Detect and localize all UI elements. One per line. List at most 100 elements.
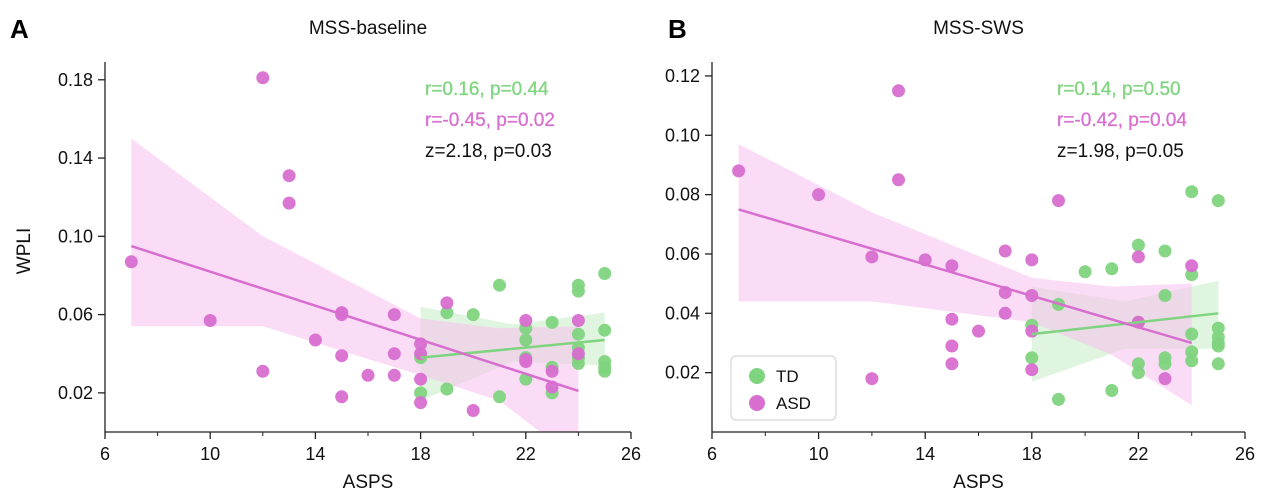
data-point-asd — [387, 347, 401, 361]
regression-line-asd — [738, 208, 1193, 345]
data-point-td — [493, 278, 506, 292]
data-point-td — [598, 323, 612, 337]
legend-label: ASD — [776, 394, 811, 413]
data-point-td — [571, 284, 585, 298]
data-point-asd — [945, 339, 959, 353]
data-point-asd — [945, 259, 959, 273]
data-point-asd — [256, 71, 270, 85]
x-axis-label: ASPS — [343, 472, 394, 488]
x-tick-label: 14 — [305, 444, 325, 464]
y-tick-label: 0.12 — [665, 66, 700, 86]
data-point-td — [1185, 268, 1199, 282]
data-point-td — [1211, 194, 1225, 208]
panel-letter: B — [668, 14, 687, 44]
data-point-asd — [203, 314, 217, 327]
data-point-asd — [998, 306, 1012, 320]
legend-label: TD — [776, 367, 799, 386]
data-point-td — [1158, 244, 1172, 258]
data-point-td — [1211, 357, 1225, 371]
data-point-td — [1211, 339, 1225, 353]
data-point-td — [1078, 265, 1092, 279]
y-tick-label: 0.04 — [665, 303, 700, 323]
y-tick-label: 0.08 — [665, 185, 700, 205]
x-tick-label: 14 — [915, 444, 935, 464]
data-point-asd — [1052, 194, 1065, 208]
x-tick-label: 26 — [1235, 444, 1255, 464]
data-point-td — [1105, 384, 1119, 397]
data-point-asd — [545, 364, 559, 378]
data-point-asd — [571, 314, 585, 327]
y-tick-label: 0.02 — [665, 363, 700, 383]
data-point-asd — [256, 364, 270, 378]
chart-title: MSS-baseline — [309, 18, 427, 39]
data-point-asd — [972, 324, 985, 338]
data-point-td — [440, 306, 454, 320]
data-point-asd — [1025, 253, 1039, 267]
y-axis-label: WPLI — [14, 228, 35, 274]
y-tick-label: 0.06 — [58, 305, 93, 325]
panel-letter: A — [10, 14, 29, 44]
stat-annotation: z=2.18, p=0.03 — [425, 141, 552, 162]
data-point-asd — [865, 372, 879, 386]
data-point-asd — [387, 368, 401, 382]
data-point-td — [1105, 262, 1119, 276]
data-point-asd — [1025, 363, 1039, 377]
x-tick-label: 6 — [100, 444, 110, 464]
data-point-td — [1185, 185, 1199, 199]
data-point-td — [571, 357, 585, 370]
stat-annotation: z=1.98, p=0.05 — [1057, 141, 1184, 162]
x-tick-label: 18 — [1022, 444, 1042, 464]
data-point-asd — [732, 164, 746, 178]
x-tick-label: 22 — [1128, 444, 1148, 464]
y-tick-label: 0.14 — [58, 148, 93, 168]
stat-annotation: r=0.16, p=0.44 — [425, 79, 549, 100]
regression-line-asd — [130, 244, 579, 393]
x-tick-label: 10 — [200, 444, 220, 464]
y-tick-label: 0.10 — [665, 125, 700, 145]
data-point-asd — [1185, 259, 1199, 273]
data-point-asd — [519, 314, 533, 327]
ci-bands — [738, 144, 1219, 406]
x-tick-label: 18 — [411, 444, 431, 464]
confidence-band-asd — [738, 144, 1192, 406]
x-tick-label: 26 — [621, 444, 641, 464]
data-point-td — [545, 315, 559, 329]
chart-title: MSS-SWS — [933, 18, 1024, 39]
data-point-td — [1185, 345, 1199, 359]
x-tick-label: 10 — [809, 444, 829, 464]
data-point-td — [1158, 357, 1172, 371]
data-point-asd — [308, 333, 322, 347]
data-point-asd — [387, 308, 401, 322]
data-point-asd — [440, 296, 454, 310]
y-tick-label: 0.06 — [665, 244, 700, 264]
stat-annotation: r=-0.42, p=0.04 — [1057, 110, 1187, 131]
data-point-asd — [865, 250, 879, 264]
data-point-asd — [124, 255, 138, 269]
data-point-asd — [1158, 372, 1172, 386]
y-tick-label: 0.10 — [58, 226, 93, 246]
data-point-asd — [1131, 250, 1145, 264]
data-point-asd — [282, 196, 296, 210]
x-tick-label: 22 — [516, 444, 536, 464]
data-point-td — [440, 382, 454, 396]
data-point-td — [493, 390, 506, 404]
legend-marker-asd — [749, 395, 765, 411]
data-point-asd — [998, 244, 1012, 258]
data-point-td — [1131, 238, 1145, 252]
data-point-td — [414, 386, 428, 400]
data-point-td — [571, 327, 585, 341]
data-point-asd — [414, 396, 428, 410]
data-point-td — [1158, 289, 1172, 302]
data-point-asd — [892, 84, 905, 98]
data-point-td — [519, 333, 533, 347]
panel-b: B MSS-SWS 6 10 14 18 22 26 0.02 0.04 0.06 0.08 0.10 0… — [665, 14, 1255, 493]
panel-a: A MSS-baseline 6 10 14 18 22 26 0.02 0.06 0.10 0.14… — [10, 14, 641, 493]
data-point-asd — [361, 368, 375, 382]
data-point-asd — [335, 349, 349, 363]
data-point-td — [1185, 354, 1199, 368]
data-point-asd — [282, 169, 296, 183]
data-point-td — [1052, 392, 1065, 406]
data-point-td — [466, 308, 480, 322]
